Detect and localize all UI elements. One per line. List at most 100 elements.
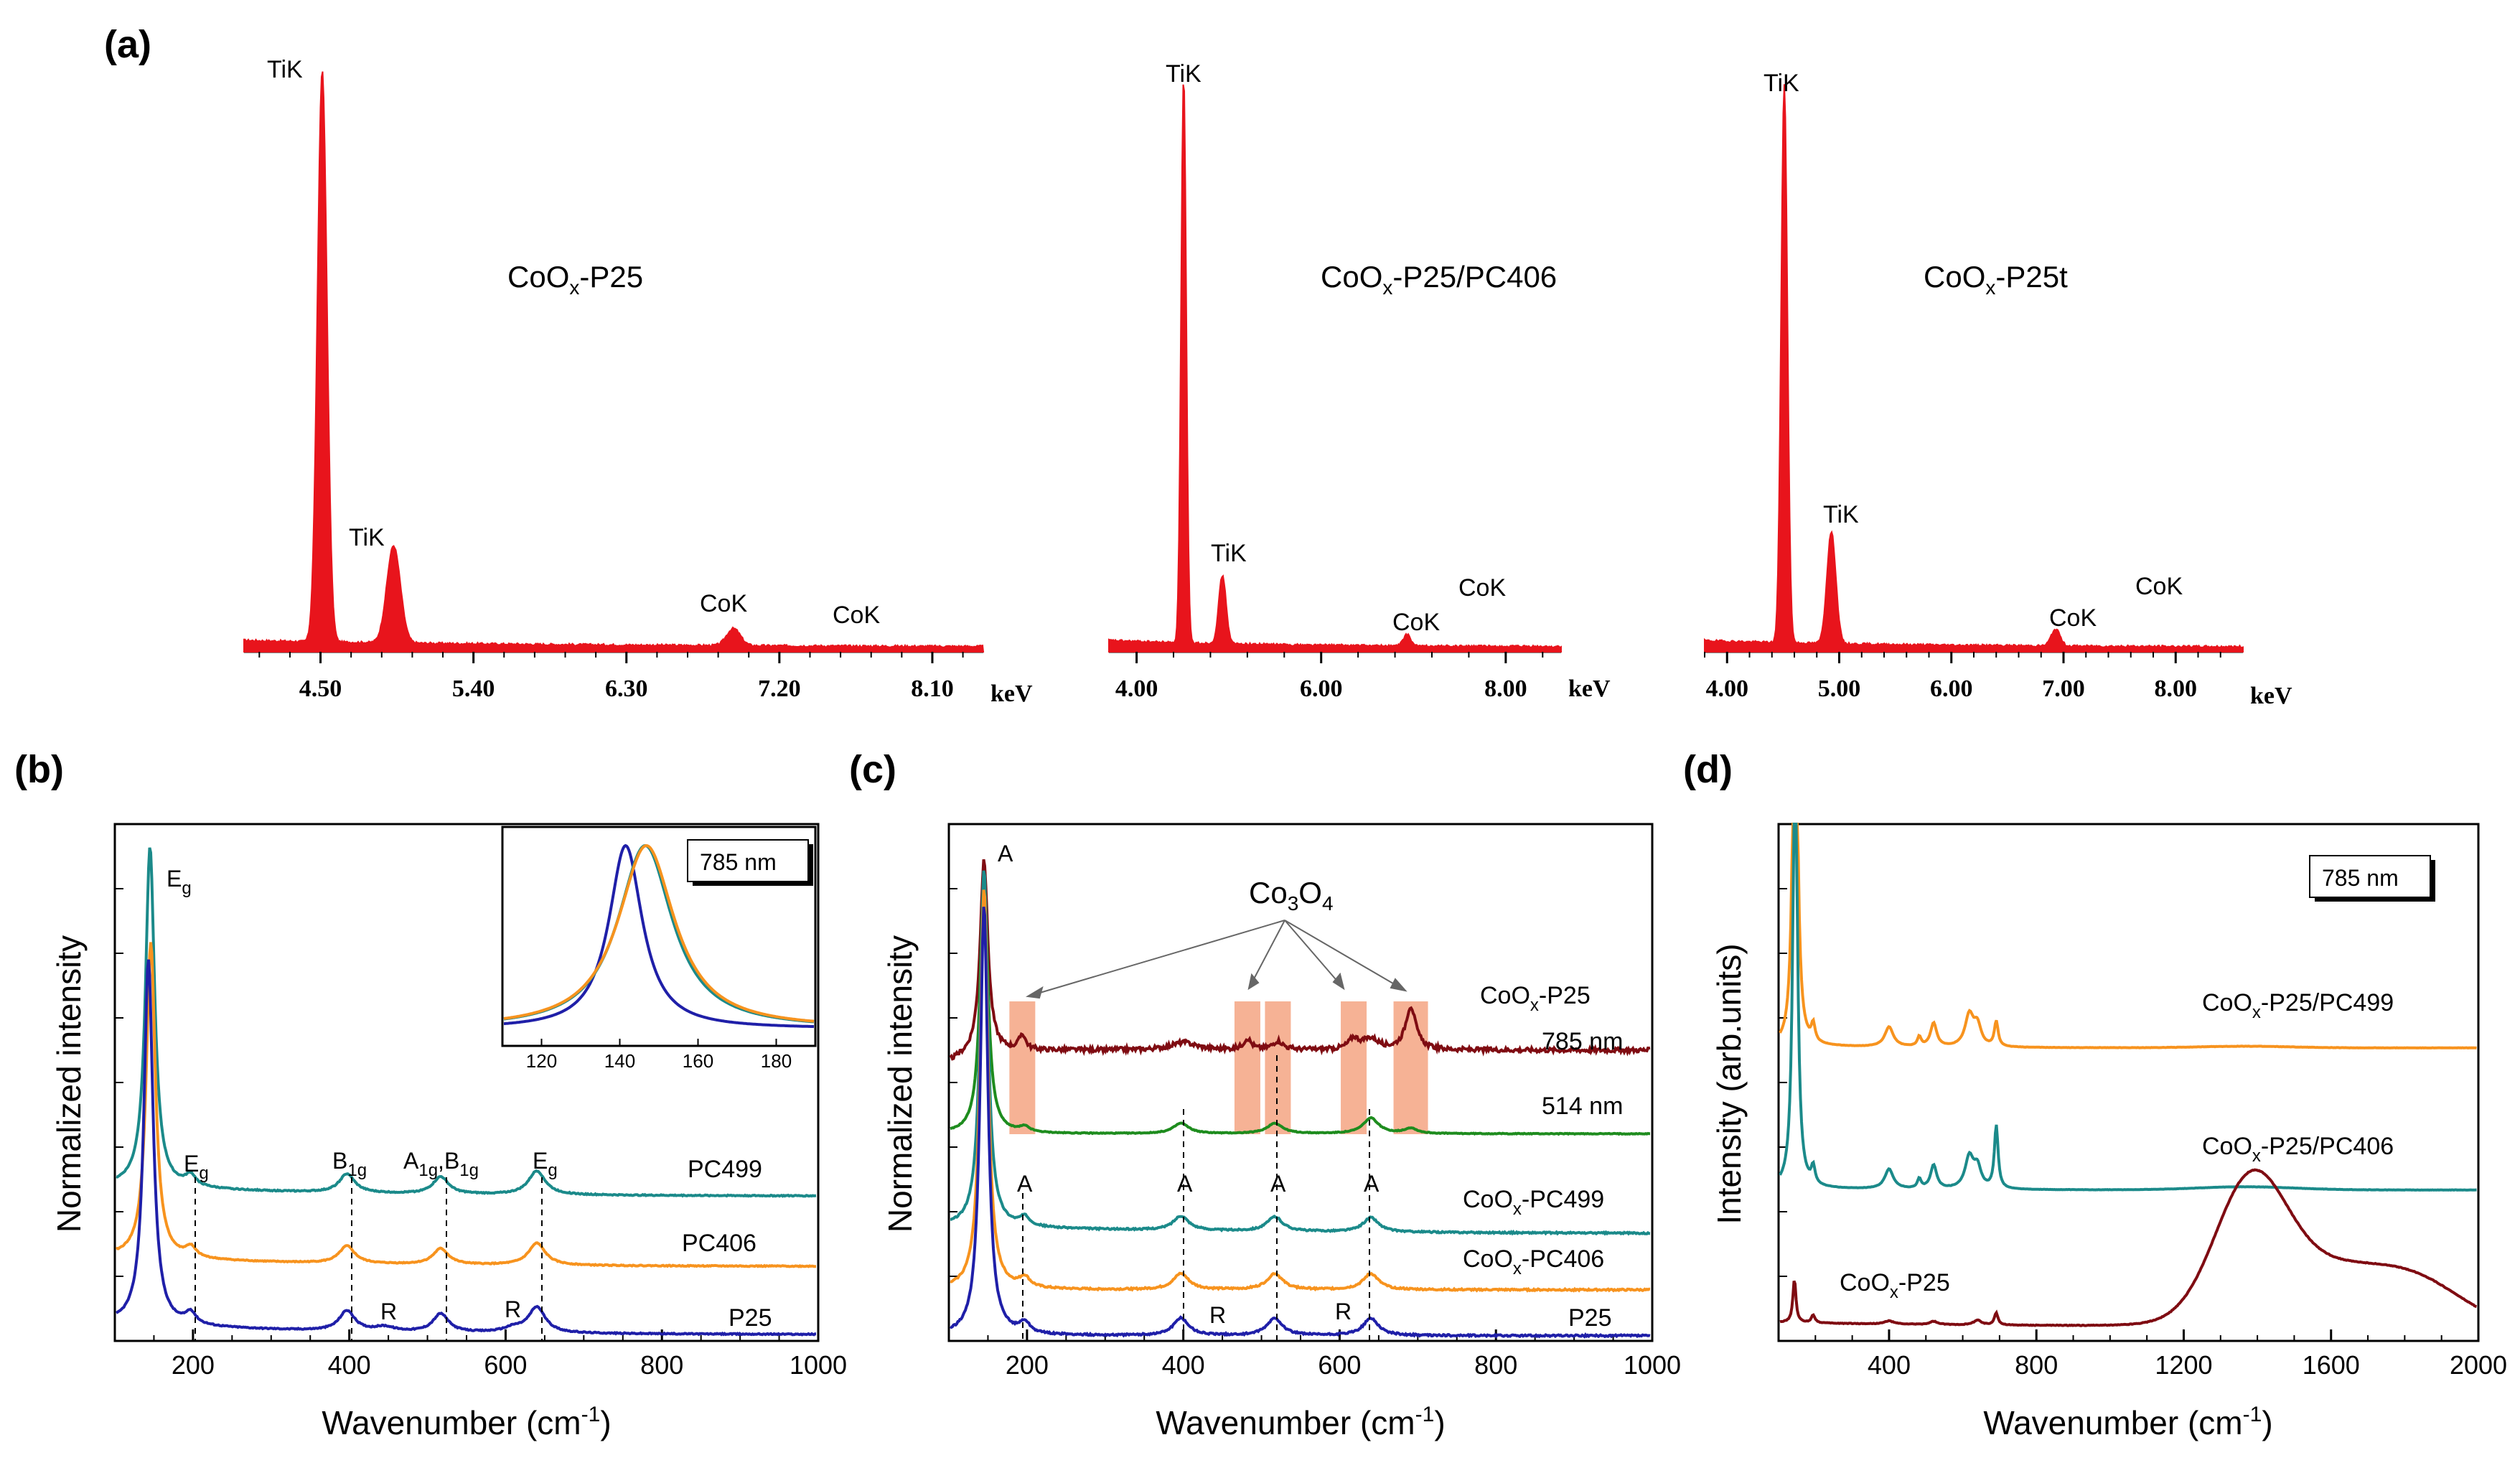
y-axis-title-b: Normalized intensity xyxy=(50,935,88,1233)
peak-label-cok-5: CoK xyxy=(2049,604,2097,632)
tick-label: 1000 xyxy=(1624,1350,1681,1380)
peak-label-eg-2: Eg xyxy=(184,1151,209,1183)
eds-tick-label: 5.00 xyxy=(1818,675,1861,702)
peak-label-tik-1: TiK xyxy=(267,56,303,83)
sample-title-3: CoOx-P25t xyxy=(1924,260,2068,299)
eds-tick-label: 5.40 xyxy=(452,675,495,702)
peak-label-cok-6: CoK xyxy=(2135,573,2183,600)
tick-label: 1200 xyxy=(2155,1350,2212,1380)
tick-label: 400 xyxy=(1162,1350,1205,1380)
peak-label-a1g-b1g: A1g,B1g xyxy=(403,1148,479,1180)
series-d-p25 xyxy=(1779,1168,2478,1327)
tick-label: 1000 xyxy=(790,1350,847,1380)
eds-tick-label: 7.00 xyxy=(2042,675,2085,702)
tick-label: 1600 xyxy=(2303,1350,2360,1380)
eds-chart-1: 4.50 5.40 6.30 7.20 8.10 TiK TiK CoK CoK CoO… xyxy=(243,56,1033,707)
inset-p25 xyxy=(503,843,815,1029)
series-coox-pc499 xyxy=(950,870,1651,1236)
eds-spectrum-2 xyxy=(1108,84,1562,653)
peak-label-c-a-1: A xyxy=(1017,1171,1033,1197)
series-d-pc406 xyxy=(1779,823,2477,1192)
series-label-coox-p25-c: CoOx-P25 xyxy=(1480,982,1591,1015)
raman-chart-d: 400 800 1200 1600 2000 785 nm CoOx-P25/PC499… xyxy=(1710,823,2507,1441)
laser-box-d xyxy=(2309,855,2431,898)
tick-label: 400 xyxy=(1868,1350,1911,1380)
sample-title-2: CoOx-P25/PC406 xyxy=(1321,260,1557,299)
peak-label-b1g: B1g xyxy=(332,1148,367,1180)
tick-label: 200 xyxy=(1006,1350,1049,1380)
laser-label-514: 514 nm xyxy=(1542,1093,1623,1120)
series-label-pc406: PC406 xyxy=(682,1230,757,1257)
eds-chart-3: 4.00 5.00 6.00 7.00 8.00 TiK TiK CoK CoK CoO… xyxy=(1704,70,2292,709)
panel-label-d: (d) xyxy=(1683,748,1733,791)
eds-tick-label: 6.30 xyxy=(605,675,648,702)
peak-label-c-a-2: A xyxy=(1177,1171,1193,1197)
series-line-pc406 xyxy=(116,942,816,1268)
inset-tick-label: 180 xyxy=(761,1050,792,1072)
peak-label-c-a-main: A xyxy=(998,841,1013,866)
series-label-p25-b: P25 xyxy=(729,1304,772,1332)
raman-chart-c: 200 400 600 800 1000 Co3O4 A A A A A R R CoO… xyxy=(881,823,1681,1441)
tick-label: 600 xyxy=(1318,1350,1361,1380)
eds-tick-label: 7.20 xyxy=(758,675,801,702)
series-line-pc499 xyxy=(116,847,817,1198)
peak-label-eg-3: Eg xyxy=(533,1148,558,1180)
eds-tick-label: 8.10 xyxy=(911,675,954,702)
co3o4-band xyxy=(1393,1001,1428,1134)
annotation-arrows xyxy=(1026,920,1407,999)
tick-label: 800 xyxy=(1474,1350,1517,1380)
peak-label-c-a-3: A xyxy=(1270,1171,1286,1197)
peak-label-cok-3: CoK xyxy=(1392,609,1440,636)
peak-label-cok-1: CoK xyxy=(700,590,747,617)
tick-label: 600 xyxy=(484,1350,527,1380)
eds-tick-label: 4.00 xyxy=(1706,675,1749,702)
peak-label-tik-4: TiK xyxy=(1211,540,1247,567)
peak-label-r-1: R xyxy=(380,1299,397,1324)
laser-box-text-d: 785 nm xyxy=(2322,865,2399,891)
series-label-pc499: PC499 xyxy=(688,1156,762,1183)
co3o4-band xyxy=(1265,1001,1291,1134)
co3o4-band xyxy=(1234,1001,1260,1134)
eds-unit-2: keV xyxy=(1568,675,1611,702)
eds-tick-label: 6.00 xyxy=(1300,675,1343,702)
panel-label-c: (c) xyxy=(849,748,896,791)
series-p25-c xyxy=(949,907,1651,1339)
eds-tick-label: 8.00 xyxy=(1484,675,1527,702)
peak-label-cok-4: CoK xyxy=(1458,574,1506,602)
eds-tick-label: 8.00 xyxy=(2155,675,2198,702)
inset-pc406 xyxy=(503,843,815,1023)
series-d-pc499 xyxy=(1779,823,2477,1050)
peak-label-c-r-2: R xyxy=(1335,1299,1352,1324)
tick-label: 200 xyxy=(172,1350,215,1380)
panel-label-a: (a) xyxy=(104,23,151,66)
laser-box-b xyxy=(687,839,809,882)
co3o4-band xyxy=(1009,1001,1036,1134)
x-axis-title-d: Wavenumber (cm-1) xyxy=(1983,1403,2272,1441)
eds-spectrum-1 xyxy=(243,71,985,653)
peak-label-tik-3: TiK xyxy=(1166,60,1202,88)
raman-chart-b: 200 400 600 800 1000 120 140 160 180 785 nm Eg … xyxy=(50,823,847,1441)
tick-label: 800 xyxy=(640,1350,683,1380)
tick-label: 2000 xyxy=(2450,1350,2507,1380)
tick-label: 800 xyxy=(2015,1350,2058,1380)
y-axis-title-d: Intensity (arb.units) xyxy=(1710,943,1748,1224)
peak-label-tik-5: TiK xyxy=(1763,70,1799,97)
x-axis-title-b: Wavenumber (cm-1) xyxy=(322,1403,611,1441)
series-label-d-pc406: CoOx-P25/PC406 xyxy=(2202,1133,2394,1166)
tick-label: 400 xyxy=(328,1350,371,1380)
x-axis-title-c: Wavenumber (cm-1) xyxy=(1156,1403,1445,1441)
inset-tick-label: 140 xyxy=(604,1050,635,1072)
eds-tick-label: 4.00 xyxy=(1115,675,1158,702)
y-axis-title-c: Normalized intensity xyxy=(881,935,919,1233)
eds-unit-1: keV xyxy=(990,681,1033,707)
eds-spectrum-3 xyxy=(1704,84,2244,653)
inset-tick-label: 120 xyxy=(526,1050,557,1072)
series-coox-p25-514 xyxy=(950,876,1650,1136)
eds-tick-label: 6.00 xyxy=(1930,675,1973,702)
series-coox-p25-785 xyxy=(949,859,1651,1061)
sample-title-1: CoOx-P25 xyxy=(507,260,643,299)
series-label-p25-c: P25 xyxy=(1568,1304,1612,1332)
peak-label-r-2: R xyxy=(505,1296,521,1322)
series-coox-pc406 xyxy=(950,889,1651,1293)
